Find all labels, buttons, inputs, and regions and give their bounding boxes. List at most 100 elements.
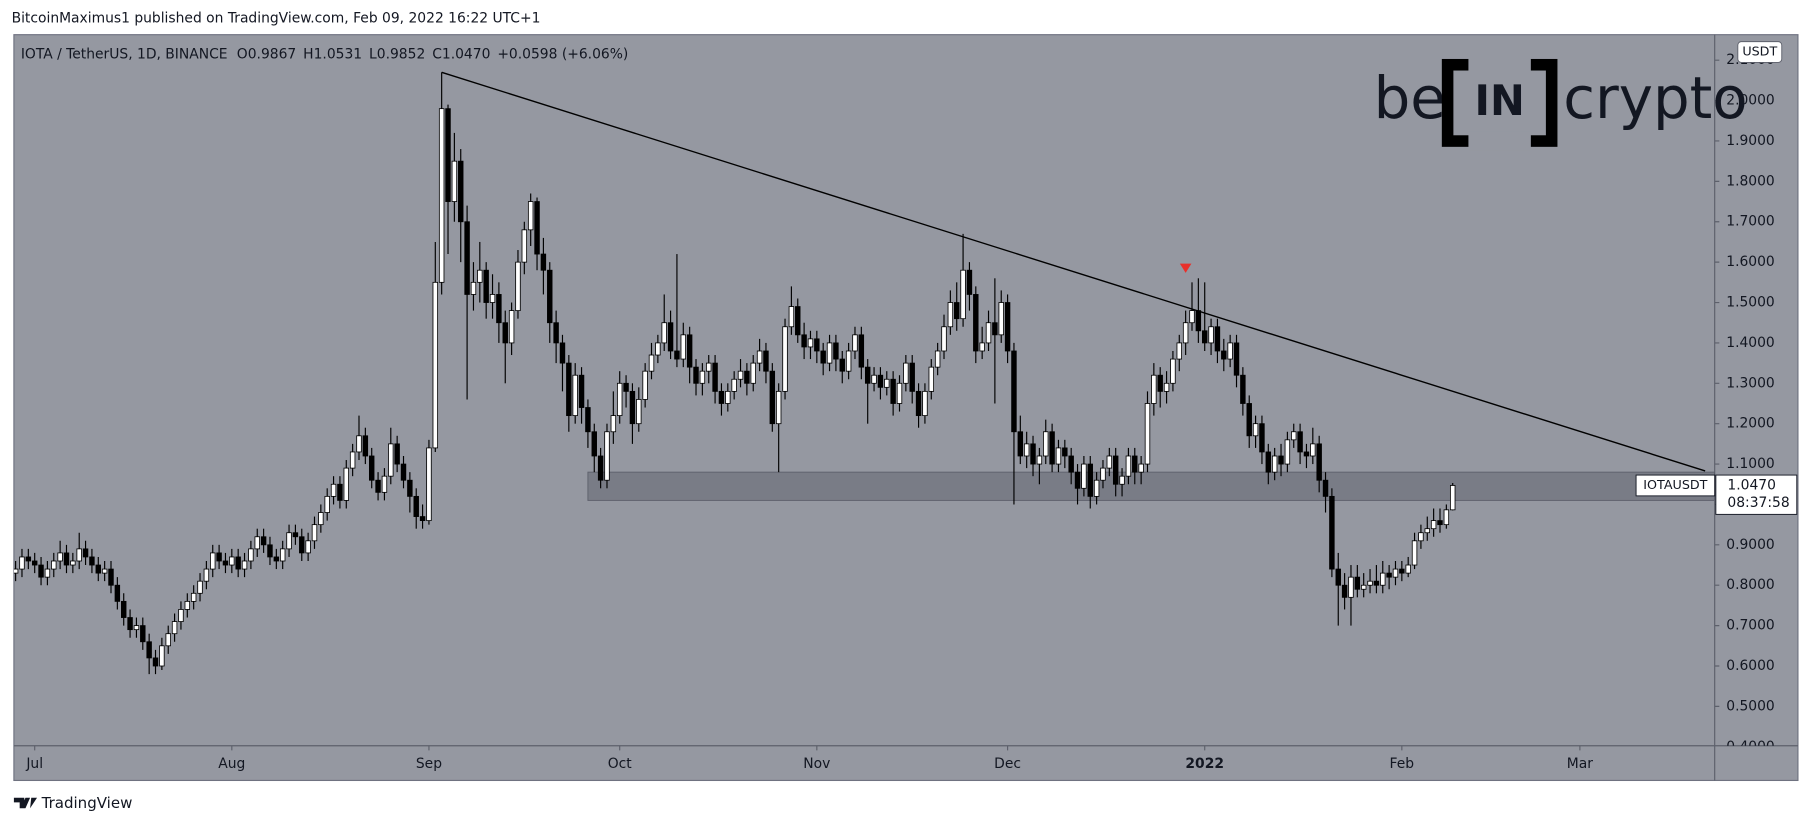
candle-body — [934, 350, 941, 368]
candle-body — [706, 362, 712, 372]
candle-body — [1023, 443, 1030, 457]
symbol-tag: IOTAUSDT — [1643, 477, 1707, 492]
candle-body — [13, 568, 19, 574]
y-tick-label: 1.1000 — [1726, 456, 1775, 472]
candle-body — [661, 322, 667, 344]
candle-body — [693, 366, 699, 384]
trendline — [441, 71, 1706, 472]
candle-body — [1030, 443, 1036, 465]
candle-body — [1310, 443, 1316, 457]
candle-body — [426, 447, 432, 522]
logo-text: crypto — [1563, 64, 1747, 132]
candle-body — [95, 564, 102, 574]
candle-body — [1087, 463, 1093, 497]
candle-body — [1011, 350, 1017, 433]
symbol-title: IOTA / TetherUS, 1D, BINANCE — [21, 46, 228, 62]
rejection-marker — [1179, 263, 1192, 273]
candle-body — [1004, 302, 1011, 352]
candle-body — [1151, 374, 1157, 404]
candle-body — [1449, 485, 1456, 511]
candle-body — [572, 374, 578, 417]
candle-body — [954, 302, 960, 320]
candle-body — [1297, 431, 1303, 453]
candle-body — [527, 201, 534, 231]
candle-body — [655, 342, 661, 356]
candle-body — [343, 467, 349, 501]
candle-body — [1049, 431, 1055, 465]
candle-body — [89, 556, 95, 566]
candle-body — [121, 600, 127, 618]
candle-body — [712, 362, 718, 392]
y-tick-label: 1.3000 — [1726, 375, 1775, 391]
candle-body — [1399, 568, 1405, 574]
candle-body — [903, 362, 909, 384]
candle-body — [992, 322, 998, 336]
candle-body — [1062, 447, 1068, 457]
candle-body — [235, 556, 241, 570]
y-tick-label: 0.7000 — [1726, 618, 1775, 634]
candle-body — [1132, 455, 1138, 473]
x-tick-label: Sep — [416, 756, 442, 772]
candle-body — [254, 536, 260, 550]
candle-body — [1316, 443, 1322, 481]
candle-body — [674, 350, 680, 360]
candle-body — [1068, 455, 1074, 473]
candle-body — [1348, 576, 1354, 598]
y-tick-label: 1.8000 — [1726, 173, 1775, 189]
candle-body — [70, 560, 76, 566]
ohlc-label: L — [369, 46, 377, 62]
x-tick-label: Mar — [1567, 756, 1593, 772]
candle-body — [1043, 431, 1049, 457]
candle-body — [349, 451, 356, 469]
candle-body — [318, 512, 324, 526]
candle-body — [1170, 358, 1176, 384]
candle-body — [241, 560, 248, 570]
ohlc-label: H — [303, 46, 313, 62]
candle-body — [890, 378, 896, 404]
candle-body — [38, 564, 44, 578]
candle-body — [489, 294, 496, 303]
currency-badge: USDT — [1742, 44, 1777, 59]
candle-body — [152, 657, 159, 667]
candle-body — [1329, 495, 1335, 570]
candle-body — [547, 269, 553, 324]
candle-body — [623, 382, 629, 392]
candle-body — [1380, 572, 1386, 586]
y-tick-label: 1.2000 — [1726, 416, 1775, 432]
candle-body — [114, 584, 121, 602]
y-tick-label: 1.7000 — [1726, 214, 1775, 230]
candle-body — [229, 556, 235, 566]
candle-body — [178, 609, 184, 622]
candle-body — [375, 479, 381, 493]
candle-body — [826, 342, 833, 364]
footer: TradingView — [13, 794, 132, 812]
candle-body — [419, 516, 426, 522]
candle-body — [496, 294, 502, 324]
candle-body — [775, 390, 782, 425]
x-tick-label: Oct — [608, 756, 633, 772]
y-tick-label: 0.9000 — [1726, 537, 1775, 553]
currency-badge-box — [1737, 41, 1783, 63]
candle-body — [483, 269, 489, 303]
candle-body — [330, 483, 337, 497]
candle-body — [432, 281, 439, 449]
ohlc-value: 1.0531 — [314, 46, 362, 62]
candle-body — [515, 261, 521, 312]
candle-body — [51, 560, 57, 570]
candle-body — [458, 160, 464, 223]
candle-body — [1291, 431, 1297, 441]
candle-body — [585, 407, 591, 433]
symbol-legend: IOTA / TetherUS, 1D, BINANCE O0.9867 H1.05… — [21, 46, 628, 62]
candle-body — [1221, 350, 1227, 360]
logo: be IN crypto — [1374, 55, 1748, 151]
candle-body — [1144, 403, 1151, 465]
candle-body — [591, 431, 597, 457]
candle-body — [1208, 326, 1214, 344]
candle-body — [648, 354, 655, 372]
candle-body — [502, 322, 508, 344]
candle-body — [928, 366, 935, 392]
price-axis: 0.40000.50000.60000.70000.80000.90001.00… — [1714, 52, 1775, 746]
candle-body — [273, 556, 280, 562]
candle-body — [858, 334, 865, 368]
